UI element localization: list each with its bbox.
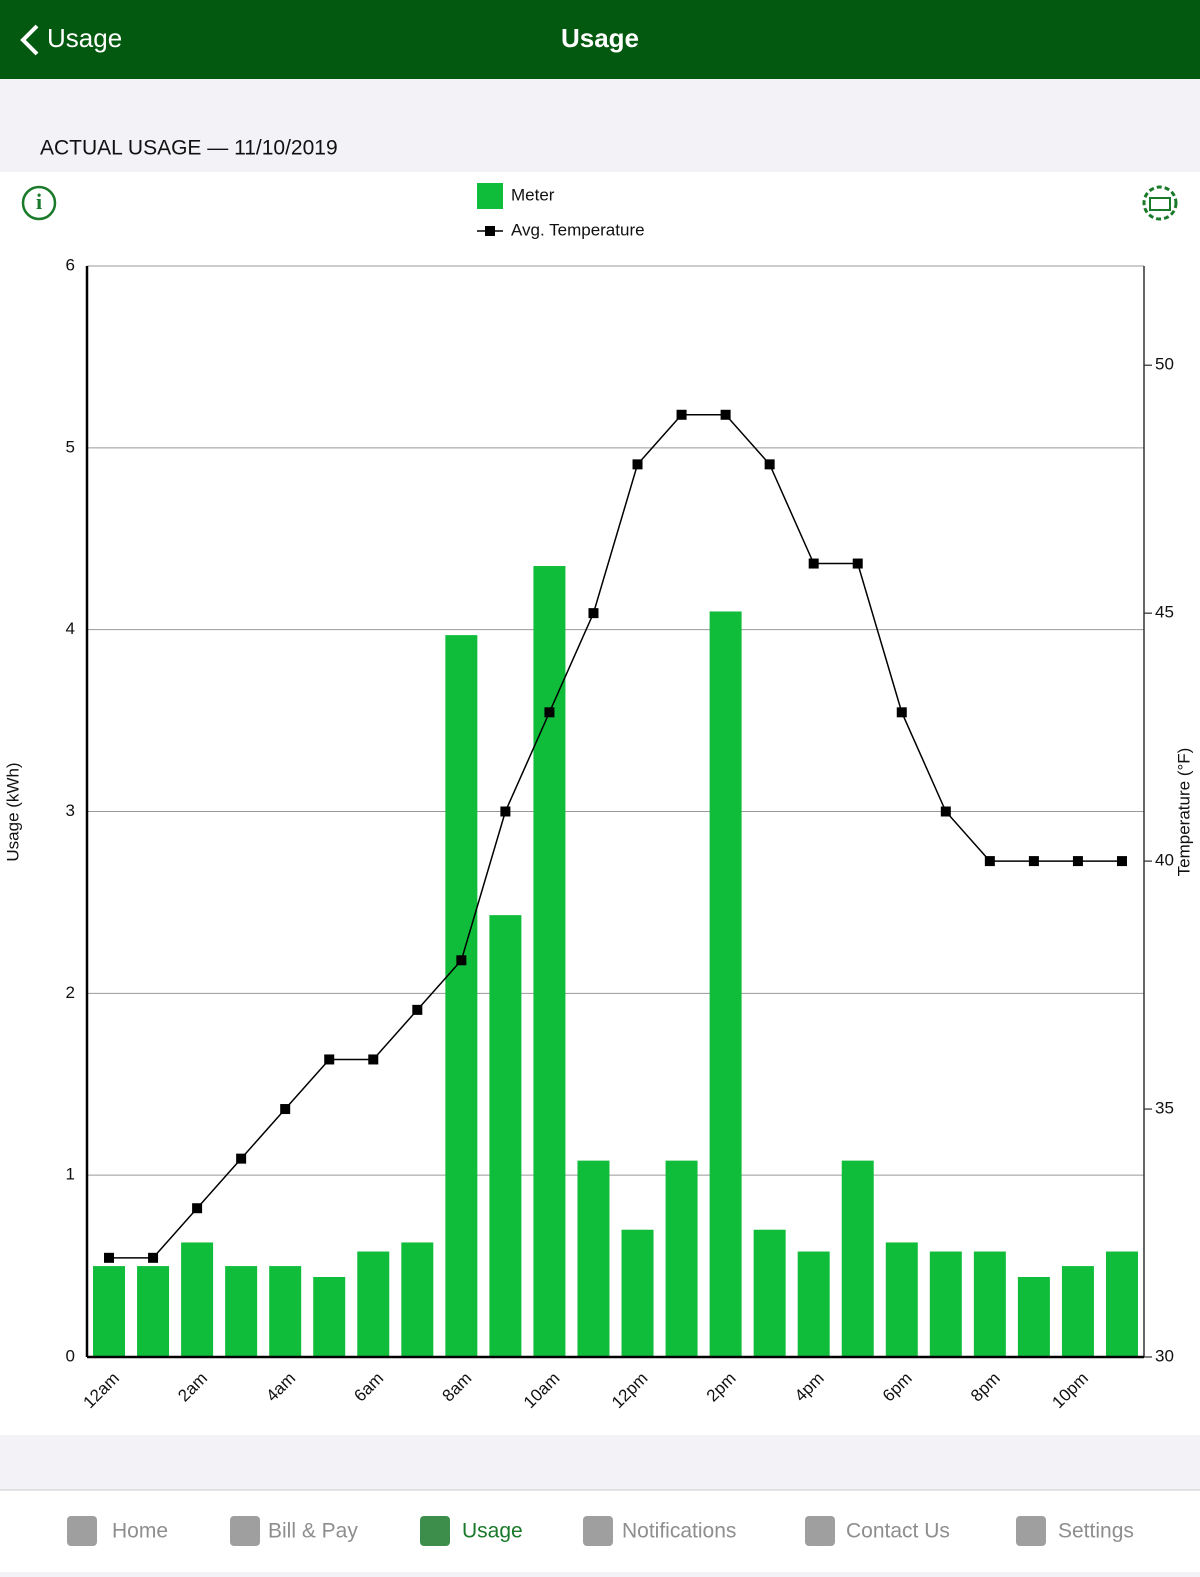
- bar: [709, 611, 742, 1357]
- y2-tick-label: 30: [1155, 1346, 1174, 1365]
- y-tick-label: 5: [66, 437, 75, 456]
- temperature-marker: [720, 409, 731, 420]
- temperature-marker: [1028, 856, 1039, 867]
- temperature-marker: [940, 806, 951, 817]
- temperature-marker: [192, 1203, 203, 1214]
- bar: [577, 1160, 610, 1357]
- header-title: Usage: [561, 23, 639, 53]
- tab-label[interactable]: Usage: [462, 1520, 523, 1543]
- temperature-marker: [984, 856, 995, 867]
- temperature-marker: [808, 558, 819, 569]
- chart-settings-glyph: [1149, 197, 1171, 211]
- info-glyph: i: [36, 189, 42, 214]
- temperature-marker: [236, 1153, 247, 1164]
- temperature-marker: [896, 707, 907, 718]
- y-tick-label: 3: [66, 801, 75, 820]
- bar: [1105, 1251, 1138, 1357]
- tab-label[interactable]: Notifications: [622, 1520, 736, 1543]
- tab-group: Home Bill & Pay Usage Notifications Contact …: [67, 1516, 1134, 1546]
- bar: [1017, 1276, 1050, 1357]
- info-icon[interactable]: [21, 185, 57, 221]
- legend-swatch: [477, 183, 503, 209]
- tab-icon[interactable]: [583, 1516, 613, 1546]
- temperature-marker: [412, 1004, 423, 1015]
- temperature-marker: [104, 1252, 115, 1263]
- y-tick-label: 0: [66, 1346, 75, 1365]
- y-tick-label: 6: [66, 255, 75, 274]
- bar: [313, 1276, 346, 1357]
- tab-icon[interactable]: [1016, 1516, 1046, 1546]
- bar: [137, 1266, 170, 1357]
- tab-icon[interactable]: [230, 1516, 260, 1546]
- temperature-marker: [588, 608, 599, 619]
- temperature-marker: [676, 409, 687, 420]
- temperature-marker: [544, 707, 555, 718]
- legend-label: Avg. Temperature: [511, 220, 645, 239]
- bar: [797, 1251, 830, 1357]
- bar: [973, 1251, 1006, 1357]
- back-arrow[interactable]: [20, 24, 39, 56]
- temperature-marker: [500, 806, 511, 817]
- tab-label[interactable]: Home: [112, 1520, 168, 1543]
- bar: [841, 1160, 874, 1357]
- bar: [181, 1242, 214, 1357]
- tab-label[interactable]: Settings: [1058, 1520, 1134, 1543]
- tab-label[interactable]: Bill & Pay: [268, 1520, 358, 1543]
- temperature-line: [109, 414, 1122, 1259]
- bar: [269, 1266, 302, 1357]
- temperature-marker: [1072, 856, 1083, 867]
- bar: [357, 1251, 390, 1357]
- y2-axis-label: Temperature (°F): [1174, 748, 1193, 877]
- y-tick-label: 1: [66, 1165, 75, 1184]
- temperature-marker: [280, 1104, 291, 1115]
- bar: [665, 1160, 698, 1357]
- y-tick-label: 4: [66, 619, 75, 638]
- back-label[interactable]: Usage: [47, 23, 122, 53]
- header-bar: [0, 0, 1200, 79]
- bar: [885, 1242, 918, 1357]
- y2-tick-label: 50: [1155, 355, 1174, 374]
- y-tick-label: 2: [66, 983, 75, 1002]
- temperature-marker: [632, 459, 643, 470]
- tab-icon[interactable]: [805, 1516, 835, 1546]
- tab-icon[interactable]: [67, 1516, 97, 1546]
- legend-marker: [485, 226, 495, 236]
- legend-label: Meter: [511, 185, 555, 204]
- y2-tick-label: 35: [1155, 1099, 1174, 1118]
- bar: [753, 1229, 786, 1357]
- y2-tick-label: 45: [1155, 603, 1174, 622]
- bar: [489, 915, 522, 1357]
- bar: [225, 1266, 258, 1357]
- temperature-marker: [324, 1054, 335, 1065]
- temperature-marker: [368, 1054, 379, 1065]
- y2-tick-label: 40: [1155, 851, 1174, 870]
- bar: [445, 635, 478, 1357]
- tab-icon[interactable]: [420, 1516, 450, 1546]
- bar: [621, 1229, 654, 1357]
- tab-label[interactable]: Contact Us: [846, 1520, 950, 1543]
- bar: [929, 1251, 962, 1357]
- temperature-marker: [148, 1252, 159, 1263]
- temperature-marker: [764, 459, 775, 470]
- bar: [93, 1266, 126, 1357]
- y-axis-label: Usage (kWh): [3, 762, 22, 861]
- temperature-marker: [852, 558, 863, 569]
- temperature-marker: [1116, 856, 1127, 867]
- temperature-marker: [456, 955, 467, 966]
- bar: [1061, 1266, 1094, 1357]
- bar: [533, 566, 566, 1357]
- chart-settings-icon[interactable]: [1142, 185, 1178, 221]
- section-title: ACTUAL USAGE — 11/10/2019: [40, 137, 338, 160]
- bar: [401, 1242, 434, 1357]
